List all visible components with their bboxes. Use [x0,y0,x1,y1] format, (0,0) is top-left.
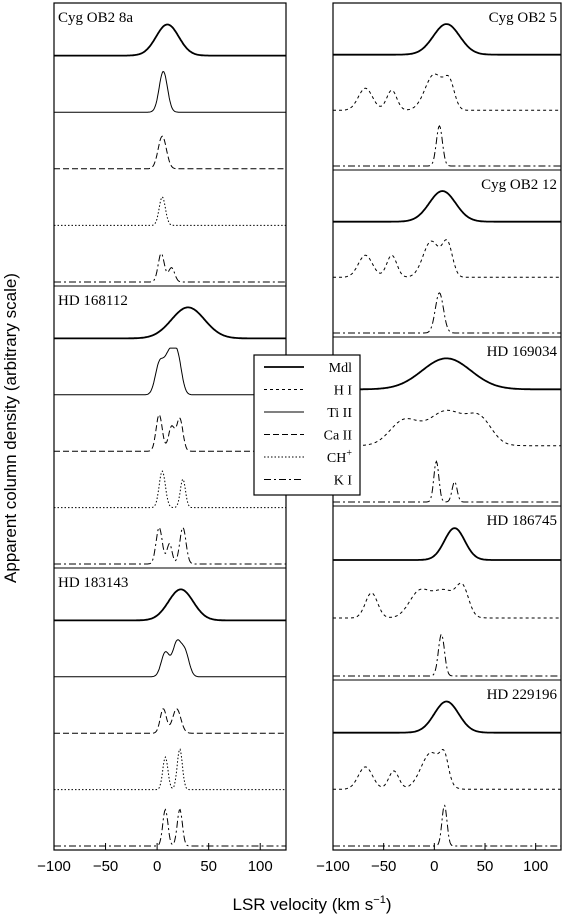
trace-ti-ii [54,639,286,678]
trace-k-i [333,292,561,334]
right-x-tick-label: 0 [430,858,438,875]
legend-label: K I [334,474,353,489]
trace-mdl [333,23,561,56]
left-x-tick-label: 50 [200,858,217,875]
panel-cyg-ob2-5: Cyg OB2 5 [333,10,561,167]
x-axis-label-sup: −1 [373,894,386,906]
trace-mdl [333,700,561,734]
panel-hd-186745: HD 186745 [333,513,561,677]
left-x-tick-label: −50 [93,858,118,875]
panel-label: Cyg OB2 5 [489,10,557,26]
x-axis-label: LSR velocity (km s−1) [233,894,392,914]
trace-h-i [333,582,561,619]
panel-label: HD 168112 [58,293,128,309]
trace-mdl [333,190,561,223]
panel-hd-169034: HD 169034 [333,344,561,503]
trace-mdl [54,588,286,622]
panel-cyg-ob2-8a: Cyg OB2 8a [54,10,286,283]
trace-ti-ii [54,347,286,396]
trace-k-i [54,252,286,283]
legend-label: CH+ [327,448,352,466]
trace-ti-ii [54,70,286,113]
trace-ca-ii [54,413,286,452]
right-column-frame [332,2,562,851]
legend-label-text: H I [334,384,353,399]
left-column-frame [53,2,287,851]
left-x-tick-label: 0 [153,858,161,875]
trace-mdl [333,357,561,391]
trace-k-i [54,808,286,847]
trace-h-i [333,73,561,111]
right-x-tick-label: 50 [477,858,494,875]
trace-h-i [333,748,561,790]
left-x-tick-label: −100 [37,858,71,875]
panel-cyg-ob2-12: Cyg OB2 12 [333,177,561,334]
left-x-tick-label: 100 [248,858,273,875]
legend-label: Ti II [327,406,352,421]
trace-k-i [333,124,561,167]
right-x-tick-label: −100 [316,858,350,875]
panel-hd-229196: HD 229196 [333,687,561,847]
legend-label-text: K I [334,474,353,489]
legend-box [253,354,361,496]
legend-label: H I [334,384,353,399]
right-x-tick-label: 100 [523,858,548,875]
right-x-tick-label: −50 [371,858,396,875]
panel-label: Cyg OB2 8a [58,10,133,26]
legend-label-sup: + [346,448,352,459]
x-axis-label-end: ) [386,895,392,914]
trace-ca-ii [54,135,286,170]
trace-k-i [333,460,561,503]
trace-h-i [333,239,561,278]
panel-label: HD 169034 [487,344,558,360]
legend-label-text: CH [327,451,346,466]
trace-ch- [54,748,286,791]
panel-hd-168112: HD 168112 [54,293,286,565]
panel-label: Cyg OB2 12 [481,177,557,193]
trace-k-i [54,526,286,565]
panel-label: HD 229196 [487,687,558,703]
legend-label: Mdl [329,361,352,376]
panels: −100 −50 0 50 100 Cyg OB2 8a HD 168112 HD 18314… [37,2,562,875]
trace-ca-ii [54,708,286,734]
trace-k-i [333,633,561,677]
legend-label: Ca II [324,429,353,444]
trace-mdl [333,527,561,561]
legend: Mdl H I Ti II Ca II CH+ K I [253,354,361,496]
trace-mdl [54,306,286,340]
y-axis-label: Apparent column density (arbitrary scale… [1,273,20,583]
trace-mdl [54,23,286,57]
panel-label: HD 186745 [487,513,557,529]
legend-label-text: Ti II [327,406,352,421]
legend-label-text: Mdl [329,361,352,376]
legend-label-text: Ca II [324,429,353,444]
trace-h-i [333,409,561,447]
panel-label: HD 183143 [58,575,128,591]
panel-hd-183143: HD 183143 [54,575,286,847]
trace-k-i [333,804,561,847]
trace-ch- [54,470,286,509]
trace-ch- [54,196,286,226]
x-axis-label-main: LSR velocity (km s [233,895,374,914]
